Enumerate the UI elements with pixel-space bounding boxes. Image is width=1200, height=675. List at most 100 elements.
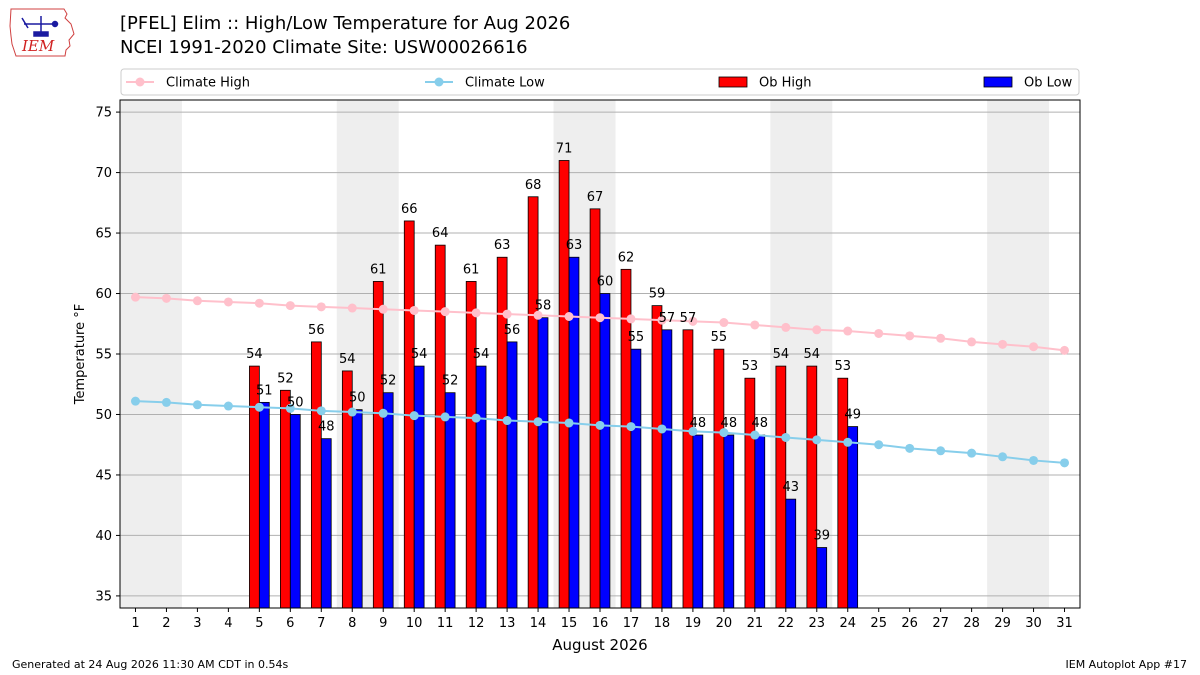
ob-high-legend-swatch (718, 76, 748, 88)
ob-low-bar (785, 498, 797, 609)
climate-low-point (254, 402, 264, 412)
ob-high-label: 63 (494, 238, 511, 253)
ob-low-bar (289, 414, 301, 609)
x-tick-label: 4 (224, 616, 232, 631)
ob-high-bar (310, 341, 322, 609)
climate-high-point (998, 339, 1008, 349)
ob-low-label: 60 (597, 275, 614, 290)
climate-high-point (812, 325, 822, 335)
x-tick-label: 25 (870, 616, 887, 631)
x-tick-label: 5 (255, 616, 263, 631)
climate-high-point (1029, 342, 1039, 352)
x-tick-label: 13 (499, 616, 516, 631)
ob-high-label: 54 (339, 352, 356, 367)
x-tick-label: 17 (623, 616, 640, 631)
ob-low-label: 54 (411, 347, 428, 362)
ob-low-bar (754, 434, 766, 609)
ob-low-bar (537, 317, 549, 609)
ob-high-label: 61 (370, 262, 387, 277)
climate-high-point (130, 292, 140, 302)
x-tick-label: 10 (406, 616, 423, 631)
x-tick-label: 29 (994, 616, 1011, 631)
ob-low-bar (723, 434, 735, 609)
app-credit: IEM Autoplot App #17 (1065, 658, 1188, 671)
climate-low-point (471, 413, 481, 423)
y-tick-label: 70 (95, 166, 112, 181)
x-tick-label: 31 (1056, 616, 1073, 631)
ob-high-label: 57 (680, 311, 697, 326)
x-tick-label: 24 (839, 616, 856, 631)
ob-high-legend-label: Ob High (759, 76, 812, 91)
climate-high-point (688, 316, 698, 326)
x-tick-label: 21 (747, 616, 764, 631)
ob-low-label: 49 (844, 408, 861, 423)
climate-low-point (192, 400, 202, 410)
climate-high-point (905, 331, 915, 341)
x-tick-label: 22 (778, 616, 795, 631)
ob-low-bar (568, 256, 580, 609)
logo-text: IEM (21, 37, 55, 55)
ob-low-label: 48 (752, 416, 769, 431)
climate-low-point (626, 422, 636, 432)
weather-station-icon (21, 16, 59, 37)
ob-low-legend-label: Ob Low (1024, 76, 1073, 91)
ob-low-label: 39 (813, 529, 830, 544)
climate-high-point (1060, 345, 1070, 355)
ob-low-bar (847, 426, 859, 609)
y-tick-label: 60 (95, 287, 112, 302)
climate-low-point (657, 424, 667, 434)
climate-low-point (130, 396, 140, 406)
ob-high-label: 52 (277, 371, 294, 386)
ob-low-bar (475, 365, 487, 609)
ob-high-label: 64 (432, 226, 449, 241)
x-tick-label: 14 (530, 616, 547, 631)
ob-low-label: 50 (349, 391, 366, 406)
x-axis-label: August 2026 (552, 636, 647, 654)
x-tick-label: 11 (437, 616, 454, 631)
ob-high-bar (527, 196, 539, 609)
climate-low-point (285, 403, 295, 413)
ob-low-bar (258, 401, 270, 609)
ob-high-label: 54 (773, 347, 790, 362)
x-tick-label: 16 (592, 616, 609, 631)
climate-low-point (843, 437, 853, 447)
climate-low-point (874, 440, 884, 450)
climate-low-point (564, 418, 574, 428)
ob-low-bar (506, 341, 518, 609)
ob-high-label: 55 (711, 330, 728, 345)
chart-title: [PFEL] Elim :: High/Low Temperature for … (120, 13, 571, 34)
climate-high-point (936, 333, 946, 343)
x-tick-label: 26 (901, 616, 918, 631)
ob-low-label: 48 (318, 420, 335, 435)
climate-high-point (657, 315, 667, 325)
ob-low-label: 56 (504, 323, 521, 338)
ob-low-label: 52 (442, 374, 459, 389)
ob-high-label: 71 (556, 141, 573, 156)
climate-low-point (533, 417, 543, 427)
ob-high-label: 53 (835, 359, 852, 374)
ob-low-bar (816, 547, 828, 609)
ob-low-bar (599, 293, 611, 609)
x-tick-label: 9 (379, 616, 387, 631)
ob-high-label: 56 (308, 323, 325, 338)
climate-high-point (378, 304, 388, 314)
climate-low-point (161, 397, 171, 407)
x-tick-label: 23 (809, 616, 826, 631)
ob-low-bar (351, 409, 363, 609)
ob-low-label: 48 (721, 416, 738, 431)
ob-high-label: 61 (463, 262, 480, 277)
x-tick-label: 2 (162, 616, 170, 631)
climate-high-point (967, 337, 977, 347)
climate-high-point (595, 313, 605, 323)
ob-high-label: 67 (587, 190, 604, 205)
y-tick-label: 50 (95, 408, 112, 423)
climate-high-point (440, 307, 450, 317)
climate-low-point (223, 401, 233, 411)
ob-low-label: 54 (473, 347, 490, 362)
climate-high-point (347, 303, 357, 313)
y-tick-label: 75 (95, 106, 112, 121)
ob-low-bar (630, 348, 642, 609)
ob-low-label: 50 (287, 395, 304, 410)
generated-note: Generated at 24 Aug 2026 11:30 AM CDT in… (12, 658, 289, 671)
ob-high-label: 68 (525, 178, 542, 193)
